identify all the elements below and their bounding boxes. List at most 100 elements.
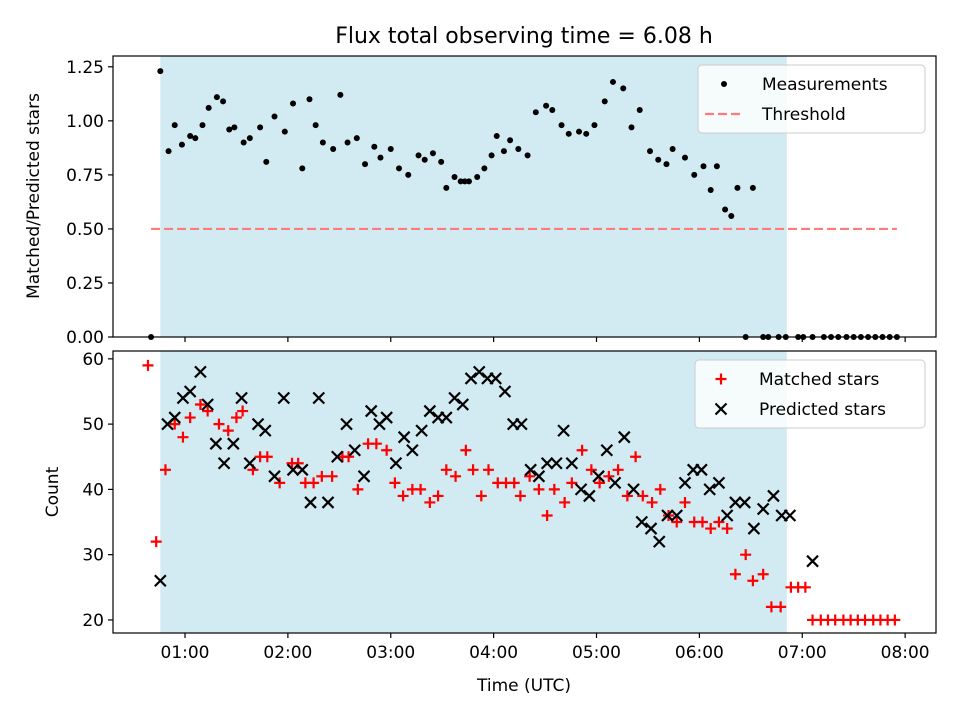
- matched-stars-point: [679, 496, 691, 508]
- predicted-stars-point: [397, 430, 411, 444]
- measurements-point: [377, 154, 384, 161]
- x-tick-label: 04:00: [469, 643, 518, 663]
- predicted-stars-point: [661, 509, 674, 522]
- predicted-stars-point: [515, 417, 528, 431]
- legend-marker: [721, 81, 727, 87]
- matched-stars-point: [213, 418, 225, 430]
- matched-stars-point: [775, 601, 787, 613]
- matched-stars-point: [475, 490, 487, 502]
- predicted-stars-point: [423, 404, 437, 418]
- legend-box: [694, 359, 926, 429]
- measurements-point: [415, 152, 422, 159]
- predicted-stars-point: [168, 411, 182, 424]
- predicted-stars-point: [183, 385, 197, 398]
- predicted-stars-point: [695, 463, 708, 477]
- measurements-point: [290, 100, 297, 107]
- predicted-stars-point: [574, 483, 588, 496]
- measurements-point: [655, 156, 662, 163]
- measurements-point: [330, 145, 337, 152]
- matched-stars-point: [696, 516, 708, 528]
- measurements-point: [515, 145, 522, 152]
- measurements-point: [669, 145, 676, 152]
- predicted-stars-point: [357, 470, 371, 483]
- legend-label: Matched stars: [759, 370, 879, 390]
- predicted-stars-point: [524, 463, 537, 477]
- measurements-point: [257, 124, 264, 131]
- predicted-stars-point: [389, 457, 403, 470]
- axes-frame: [112, 350, 937, 634]
- matched-stars-point: [316, 470, 328, 482]
- measurements-point: [306, 96, 313, 103]
- matched-stars-point: [159, 464, 171, 476]
- matched-stars-point: [713, 516, 725, 528]
- x-axis-label: Time (UTC): [476, 676, 571, 696]
- predicted-stars-point: [583, 489, 596, 503]
- measurements-point: [263, 158, 270, 165]
- measurements-point: [558, 122, 565, 129]
- measurements-point: [663, 161, 670, 168]
- matched-stars-point: [508, 477, 520, 489]
- predicted-stars-point: [472, 365, 486, 379]
- matched-stars-point: [177, 431, 189, 443]
- measurements-point: [583, 130, 590, 137]
- measurements-point: [337, 91, 344, 98]
- measurements-point: [187, 132, 194, 139]
- predicted-stars-point: [489, 372, 502, 385]
- y-tick-label: 30: [82, 546, 104, 566]
- measurements-point: [474, 174, 481, 181]
- predicted-stars-point: [550, 457, 563, 470]
- measurements-point: [734, 184, 741, 191]
- predicted-stars-point: [201, 398, 214, 411]
- predicted-stars-point: [380, 411, 393, 424]
- matched-stars-point: [646, 496, 658, 508]
- predicted-stars-point: [783, 509, 797, 522]
- measurements-point: [493, 132, 500, 139]
- predicted-stars-point: [340, 417, 353, 431]
- predicted-stars-point: [330, 450, 344, 464]
- measurements-point: [591, 122, 598, 129]
- y-tick-label: 60: [82, 350, 104, 370]
- predicted-stars-point: [312, 391, 326, 405]
- matched-stars-point: [415, 483, 427, 495]
- measurements-point: [728, 212, 735, 219]
- predicted-stars-point: [540, 457, 554, 470]
- predicted-stars-point: [720, 509, 734, 522]
- matched-stars-point: [541, 510, 553, 521]
- predicted-stars-point: [498, 385, 512, 398]
- matched-stars-point: [389, 477, 401, 489]
- matched-stars-point: [194, 399, 206, 411]
- predicted-stars-point: [670, 509, 684, 522]
- predicted-stars-point: [304, 496, 317, 509]
- matched-stars-point: [450, 470, 462, 482]
- legend-label: Measurements: [762, 75, 888, 95]
- y-tick-label: 1.25: [66, 58, 104, 78]
- predicted-stars-point: [678, 476, 692, 490]
- y-tick-label: 1.00: [66, 112, 104, 132]
- matched-stars-point: [432, 490, 444, 502]
- measurements-point: [713, 163, 720, 170]
- predicted-stars-point: [652, 535, 666, 548]
- measurements-point: [240, 139, 247, 146]
- matched-stars-point: [467, 464, 479, 476]
- measurements-point: [465, 178, 472, 185]
- measurements-point: [457, 178, 464, 185]
- matched-stars-point: [889, 614, 901, 626]
- axes-frame: [112, 55, 937, 338]
- predicted-stars-point: [243, 457, 257, 470]
- matched-stars-point: [308, 477, 320, 489]
- matched-stars-point: [757, 568, 769, 580]
- legend: Matched stars Predicted stars: [694, 359, 926, 429]
- legend-box: [697, 64, 926, 134]
- predicted-stars-point: [448, 391, 461, 405]
- measurements-point: [192, 135, 199, 142]
- predicted-stars-point: [618, 430, 631, 444]
- y-tick-label: 40: [82, 480, 104, 500]
- measurements-point: [371, 143, 378, 150]
- measurements-point: [749, 184, 756, 191]
- predicted-stars-point: [557, 424, 570, 437]
- matched-stars-point: [765, 601, 777, 613]
- measurements-point: [507, 137, 514, 144]
- measurements-point: [549, 107, 556, 114]
- measurements-point: [488, 152, 495, 159]
- predicted-stars-point: [600, 443, 614, 457]
